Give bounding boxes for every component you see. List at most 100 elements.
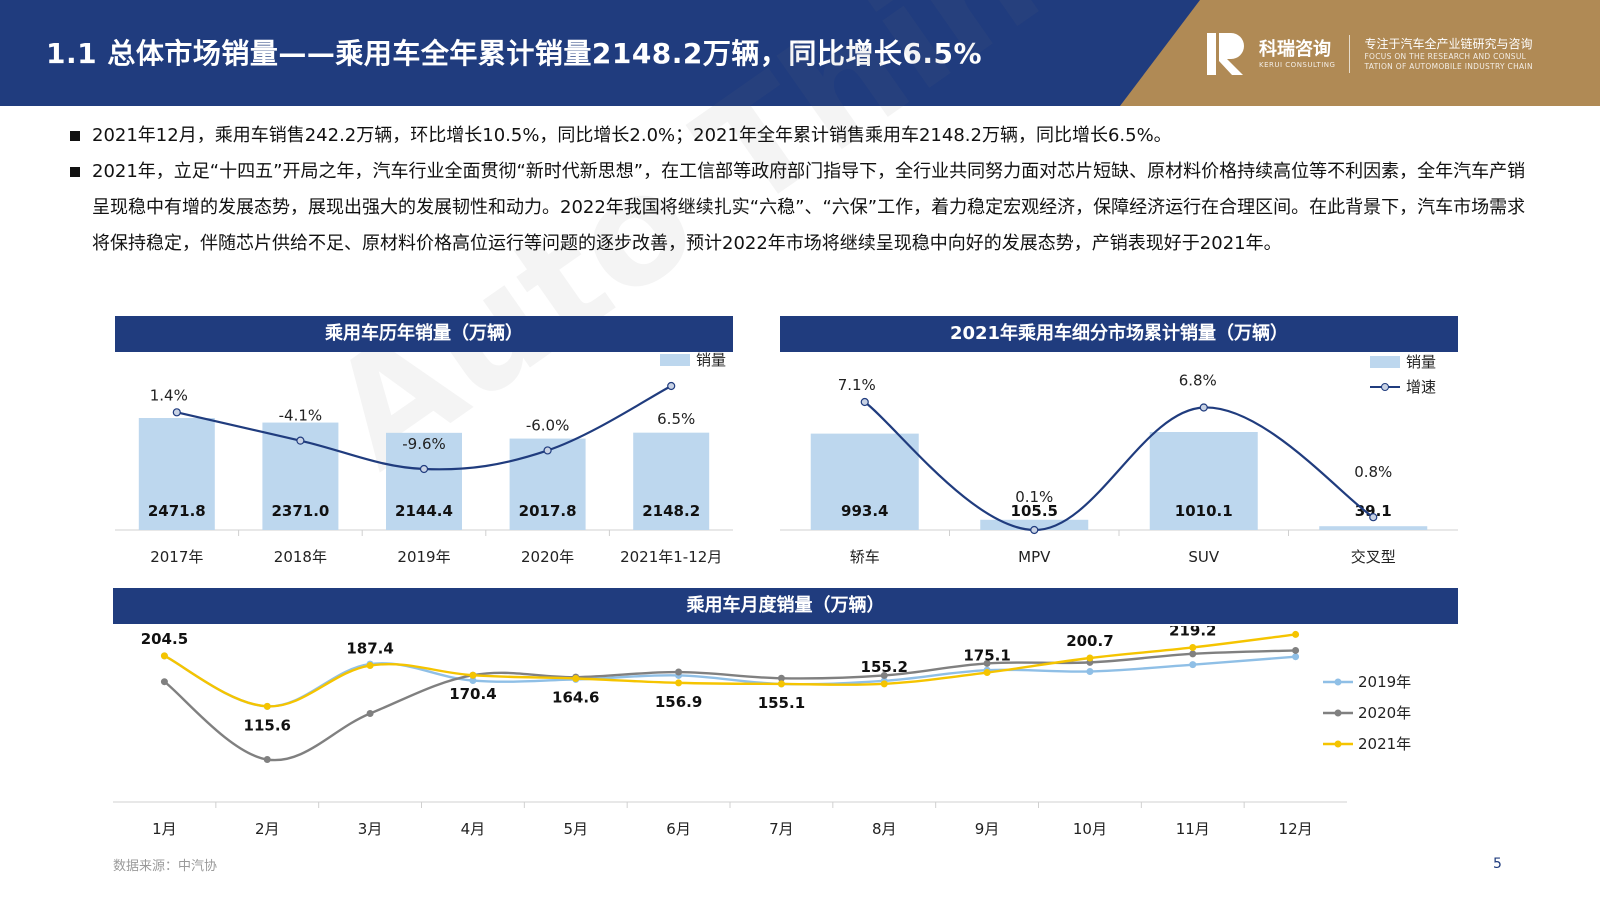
bar-value-label: 2144.4 [395, 502, 453, 520]
data-label: 155.1 [758, 694, 805, 712]
brand-tagline: 专注于汽车全产业链研究与咨询 [1364, 37, 1533, 51]
month-label: 6月 [666, 820, 691, 838]
bar-value-label: 2471.8 [148, 502, 206, 520]
series-point [160, 652, 168, 660]
kerui-logo-icon [1207, 33, 1244, 75]
growth-point [172, 408, 181, 417]
series-point [1086, 654, 1094, 662]
growth-label: 0.1% [1015, 488, 1053, 506]
bar [633, 432, 710, 530]
bar-value-label: 2371.0 [271, 502, 329, 520]
legend-bar-label: 销量 [1406, 353, 1436, 371]
growth-label: -9.6% [402, 435, 446, 453]
growth-point [543, 446, 552, 455]
legend-bar-swatch [660, 354, 690, 366]
brand: 科瑞咨询 KERUI CONSULTING 专注于汽车全产业链研究与咨询 FOC… [1205, 26, 1533, 82]
series-point [777, 674, 785, 682]
brand-separator [1349, 35, 1351, 73]
data-label: 204.5 [141, 630, 188, 648]
month-label: 2月 [255, 820, 280, 838]
data-label: 115.6 [244, 716, 291, 734]
month-label: 11月 [1176, 820, 1210, 838]
series-point [880, 671, 888, 679]
page-title: 1.1 总体市场销量——乘用车全年累计销量2148.2万辆，同比增长6.5% [46, 37, 983, 70]
month-label: 9月 [975, 820, 1000, 838]
month-label: 12月 [1279, 820, 1313, 838]
series-point [675, 668, 683, 676]
growth-label: 0.8% [1354, 463, 1392, 481]
series-point [1189, 661, 1197, 669]
growth-point [419, 464, 429, 474]
category-label: MPV [1018, 548, 1051, 566]
legend-marker [1334, 709, 1342, 717]
bar [1149, 432, 1258, 530]
series-point [1292, 646, 1300, 654]
series-point [1292, 653, 1300, 661]
month-label: 8月 [872, 820, 897, 838]
category-label: 2017年 [150, 548, 203, 566]
growth-point [1199, 403, 1208, 412]
series-point [366, 709, 374, 717]
category-label: 2019年 [397, 548, 450, 566]
category-label: 2021年1-12月 [620, 548, 722, 566]
legend-label: 2021年 [1358, 735, 1411, 753]
growth-label: -4.1% [279, 407, 323, 425]
series-point [572, 675, 580, 683]
series-point [777, 680, 785, 688]
series-point [1189, 650, 1197, 658]
series-point [1086, 667, 1094, 675]
legend-bar-swatch [1370, 356, 1400, 368]
month-label: 5月 [563, 820, 588, 838]
growth-label: -6.0% [526, 416, 570, 434]
growth-point [667, 381, 676, 391]
series-point [1292, 630, 1300, 638]
legend-bar-label: 销量 [696, 352, 726, 369]
brand-tagline-en-2: TATION OF AUTOMOBILE INDUSTRY CHAIN [1364, 62, 1533, 71]
bar-value-label: 2017.8 [519, 502, 577, 520]
data-label: 175.1 [963, 647, 1010, 665]
growth-point [296, 436, 305, 445]
bar-value-label: 39.1 [1355, 502, 1392, 520]
chart1-title: 乘用车历年销量（万辆） [115, 316, 733, 352]
growth-label: 6.5% [657, 410, 695, 428]
chart-annual-sales: 2471.8 2017年 2371.0 2018年 2144.4 2019年 2017.8 2… [115, 352, 733, 566]
series-point [983, 659, 991, 667]
series-point [160, 678, 168, 686]
data-label: 170.4 [449, 685, 496, 703]
series-point [366, 662, 374, 670]
chart2-title: 2021年乘用车细分市场累计销量（万辆） [780, 316, 1458, 352]
growth-label: 1.4% [150, 386, 188, 404]
series-point [675, 679, 683, 687]
summary-bullets: 2021年12月，乘用车销售242.2万辆，环比增长10.5%，同比增长2.0%… [70, 118, 1540, 262]
data-label: 219.2 [1169, 626, 1216, 639]
bar-value-label: 2148.2 [642, 502, 700, 520]
series-point [880, 680, 888, 688]
series-point [1189, 643, 1197, 651]
bullet-2: 2021年，立足“十四五”开局之年，汽车行业全面贯彻“新时代新思想”，在工信部等… [70, 154, 1540, 262]
chart3-title: 乘用车月度销量（万辆） [113, 588, 1458, 624]
month-label: 1月 [152, 820, 177, 838]
data-label: 164.6 [552, 689, 599, 707]
series-point [469, 671, 477, 679]
month-label: 10月 [1073, 820, 1107, 838]
category-label: SUV [1188, 548, 1220, 566]
chart-segment-sales: 993.4 轿车 105.5 MPV 1010.1 SUV 39.1 交叉型 7.1% 0.1% 6… [780, 353, 1458, 566]
month-label: 7月 [769, 820, 794, 838]
brand-tagline-en-1: FOCUS ON THE RESEARCH AND CONSUL [1364, 52, 1527, 61]
growth-point [860, 397, 869, 407]
category-label: 交叉型 [1351, 548, 1396, 566]
header-gold-band [1120, 0, 1600, 106]
category-label: 轿车 [850, 548, 880, 566]
series-line-2021年 [163, 633, 1296, 708]
legend-marker [1334, 740, 1342, 748]
bar-value-label: 993.4 [841, 502, 888, 520]
series-point [263, 756, 271, 764]
growth-line [864, 401, 1374, 532]
series-point [263, 702, 271, 710]
data-source: 数据来源：中汽协 [113, 859, 218, 874]
bar [810, 433, 919, 530]
category-label: 2018年 [274, 548, 327, 566]
bar-value-label: 105.5 [1011, 502, 1058, 520]
data-label: 187.4 [346, 640, 393, 658]
data-label: 155.2 [861, 658, 908, 676]
